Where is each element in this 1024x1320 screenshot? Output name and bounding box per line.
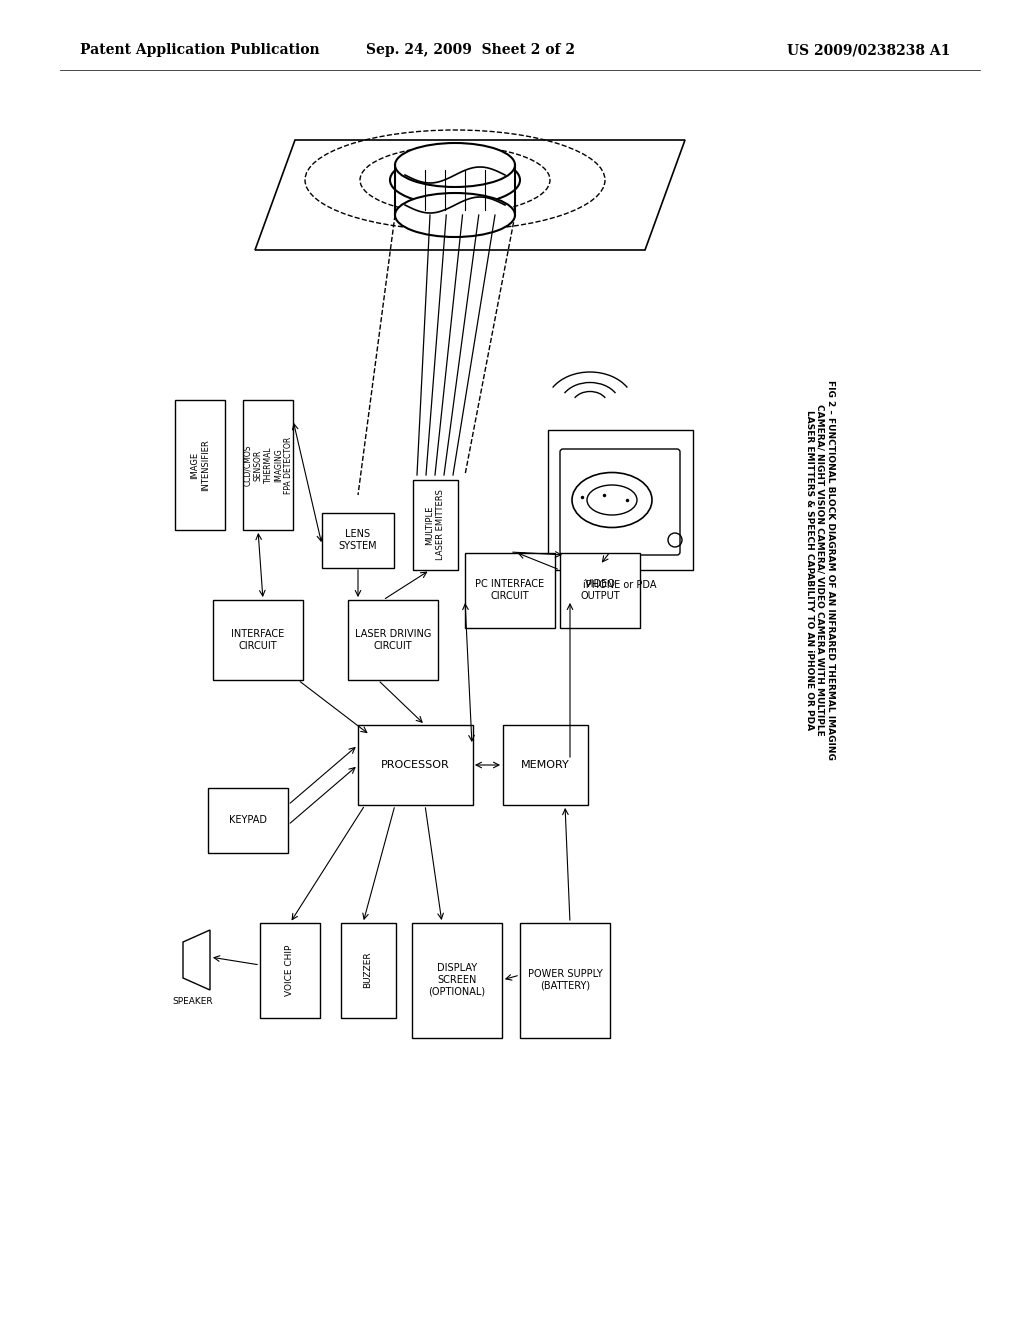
FancyBboxPatch shape bbox=[560, 449, 680, 554]
Text: iPHONE or PDA: iPHONE or PDA bbox=[584, 579, 656, 590]
Bar bbox=[520, 923, 610, 1038]
Bar bbox=[341, 923, 395, 1018]
Bar bbox=[175, 400, 225, 531]
Bar bbox=[260, 923, 319, 1018]
Text: Sep. 24, 2009  Sheet 2 of 2: Sep. 24, 2009 Sheet 2 of 2 bbox=[366, 44, 574, 57]
Text: CCD/CMOS
SENSOR
THERMAL
IMAGING
FPA DETECTOR: CCD/CMOS SENSOR THERMAL IMAGING FPA DETE… bbox=[243, 437, 293, 494]
Ellipse shape bbox=[395, 193, 515, 238]
Text: DISPLAY
SCREEN
(OPTIONAL): DISPLAY SCREEN (OPTIONAL) bbox=[428, 964, 485, 997]
Text: INTERFACE
CIRCUIT: INTERFACE CIRCUIT bbox=[231, 630, 285, 651]
Text: KEYPAD: KEYPAD bbox=[229, 814, 267, 825]
Text: MULTIPLE
LASER EMITTERS: MULTIPLE LASER EMITTERS bbox=[425, 490, 444, 561]
Text: VOICE CHIP: VOICE CHIP bbox=[286, 944, 295, 995]
Text: FIG 2 – FUNCTIONAL BLOCK DIAGRAM OF AN INFRARED THERMAL IMAGING
CAMERA/ NIGHT VI: FIG 2 – FUNCTIONAL BLOCK DIAGRAM OF AN I… bbox=[805, 380, 835, 760]
Bar bbox=[465, 553, 555, 627]
Text: IMAGE
INTENSIFIER: IMAGE INTENSIFIER bbox=[190, 440, 210, 491]
Bar bbox=[560, 553, 640, 627]
Bar bbox=[412, 923, 502, 1038]
Text: SPEAKER: SPEAKER bbox=[173, 998, 213, 1006]
Text: Patent Application Publication: Patent Application Publication bbox=[80, 44, 319, 57]
Text: BUZZER: BUZZER bbox=[364, 952, 373, 989]
Bar bbox=[503, 725, 588, 805]
Bar bbox=[208, 788, 288, 853]
Bar bbox=[357, 725, 472, 805]
Text: LASER DRIVING
CIRCUIT: LASER DRIVING CIRCUIT bbox=[354, 630, 431, 651]
Text: POWER SUPPLY
(BATTERY): POWER SUPPLY (BATTERY) bbox=[527, 969, 602, 991]
Text: US 2009/0238238 A1: US 2009/0238238 A1 bbox=[786, 44, 950, 57]
Text: VIDEO
OUTPUT: VIDEO OUTPUT bbox=[581, 579, 620, 601]
Bar bbox=[213, 601, 303, 680]
Bar bbox=[243, 400, 293, 531]
Bar bbox=[348, 601, 438, 680]
Text: MEMORY: MEMORY bbox=[520, 760, 569, 770]
Bar bbox=[548, 430, 692, 570]
Bar bbox=[413, 480, 458, 570]
Bar bbox=[322, 512, 394, 568]
Text: LENS
SYSTEM: LENS SYSTEM bbox=[339, 529, 377, 550]
Text: PC INTERFACE
CIRCUIT: PC INTERFACE CIRCUIT bbox=[475, 579, 545, 601]
Text: PROCESSOR: PROCESSOR bbox=[381, 760, 450, 770]
Ellipse shape bbox=[395, 143, 515, 187]
